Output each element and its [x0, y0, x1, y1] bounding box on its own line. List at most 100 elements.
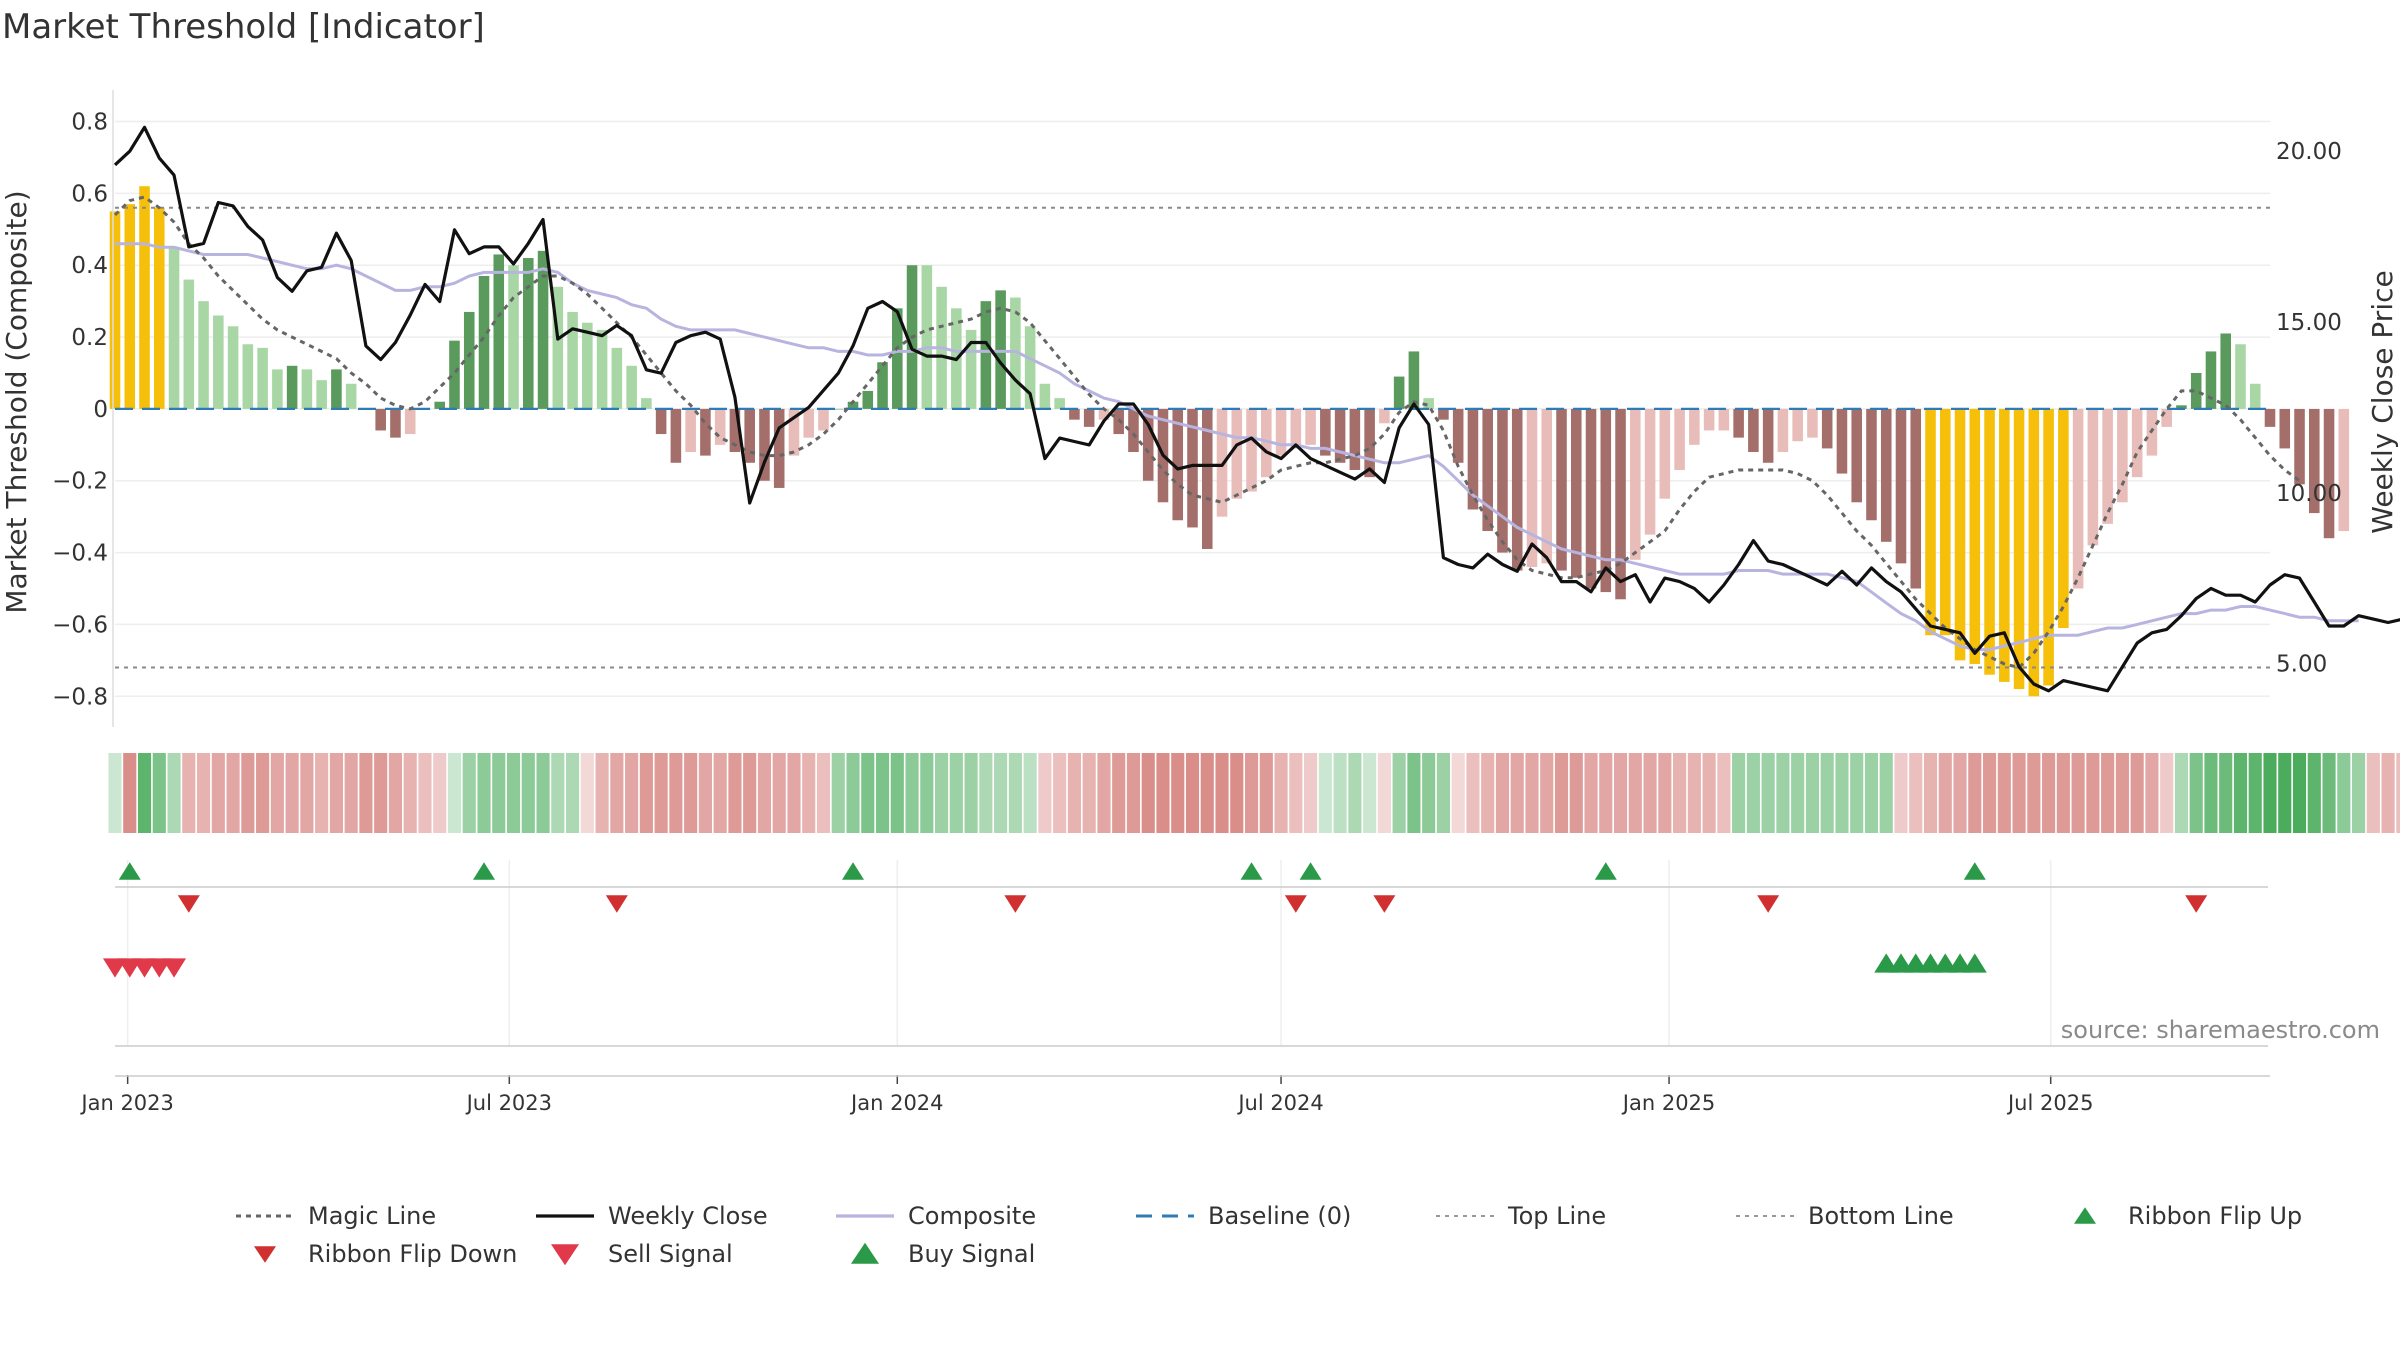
composite-bar	[2309, 408, 2320, 514]
composite-bar	[1349, 408, 1361, 470]
ribbon-cell	[1938, 753, 1952, 833]
composite-bar	[345, 383, 357, 409]
composite-bar	[1482, 408, 1493, 532]
composite-bar	[729, 408, 741, 453]
legend-item: Sell Signal	[551, 1240, 733, 1268]
ribbon-cell	[2145, 753, 2159, 833]
ribbon-cell	[1363, 753, 1377, 833]
composite-bar	[1024, 326, 1036, 409]
composite-bar	[183, 279, 195, 409]
composite-bar	[1379, 408, 1390, 424]
buy-signal-marker	[1962, 953, 1987, 973]
composite-bar	[198, 301, 209, 409]
x-tick-label: Jan 2024	[849, 1091, 944, 1115]
legend-item: Bottom Line	[1736, 1202, 1954, 1230]
composite-bar	[2190, 372, 2202, 409]
ribbon-cell	[433, 753, 447, 833]
ribbon-cell	[1613, 753, 1628, 833]
ribbon-cell	[698, 753, 712, 833]
composite-bar	[1187, 408, 1198, 528]
ribbon-cell	[1584, 753, 1598, 833]
ribbon-cell	[1525, 753, 1539, 833]
y2-tick-label: 20.00	[2276, 139, 2342, 165]
ribbon-cell	[1643, 753, 1657, 833]
ribbon-cell	[1392, 753, 1406, 833]
ribbon-cell	[152, 753, 166, 833]
composite-bar	[892, 308, 903, 409]
ribbon-cell	[300, 753, 314, 833]
ribbon-flip-up-marker	[118, 862, 141, 880]
composite-bar	[921, 265, 933, 409]
composite-bar	[641, 398, 652, 409]
legend-swatch	[551, 1244, 579, 1266]
ribbon-cell	[1850, 753, 1864, 833]
composite-bar	[1083, 408, 1095, 427]
ribbon-cell	[1761, 753, 1775, 833]
composite-bar	[1452, 408, 1464, 463]
ribbon-cell	[344, 753, 358, 833]
composite-bar	[404, 408, 416, 435]
composite-bar	[626, 365, 637, 409]
ribbon-cell	[1997, 753, 2011, 833]
ribbon-flip-up-marker	[1594, 862, 1617, 880]
ribbon-cell	[196, 753, 211, 833]
ribbon-cell	[2292, 753, 2307, 833]
ribbon-cell	[1171, 753, 1185, 833]
composite-bar	[1792, 408, 1803, 442]
ribbon-cell	[1495, 753, 1510, 833]
ribbon-cell	[2366, 753, 2380, 833]
y-tick-label: 0.2	[71, 325, 108, 351]
ribbon-cell	[137, 753, 152, 833]
composite-bar	[1497, 408, 1508, 553]
composite-bar	[2294, 408, 2305, 485]
ribbon-cell	[1333, 753, 1347, 833]
ribbon-cell	[329, 753, 343, 833]
ribbon-cell	[418, 753, 432, 833]
composite-bar	[1777, 408, 1789, 453]
ribbon-cell	[2056, 753, 2070, 833]
ribbon-cell	[1097, 753, 1111, 833]
ribbon-cell	[2174, 753, 2189, 833]
composite-bar	[1969, 408, 1981, 664]
composite-bar	[1054, 398, 1065, 409]
composite-bar	[2161, 408, 2172, 427]
ribbon-cell	[1230, 753, 1244, 833]
legend-label: Bottom Line	[1808, 1202, 1954, 1230]
composite-bar	[744, 408, 755, 463]
legend-label: Weekly Close	[608, 1202, 768, 1230]
ribbon-cell	[1820, 753, 1834, 833]
ribbon-cell	[684, 753, 698, 833]
legend-label: Ribbon Flip Up	[2128, 1202, 2302, 1230]
composite-bar	[818, 408, 829, 431]
ribbon-flip-down-marker	[1373, 895, 1396, 913]
composite-bar	[2323, 408, 2335, 539]
ribbon-cell	[1126, 753, 1141, 833]
ribbon-cell	[1200, 753, 1214, 833]
composite-bar	[286, 365, 298, 409]
composite-bar	[552, 286, 564, 409]
composite-bar	[168, 247, 180, 409]
ribbon-cell	[831, 753, 845, 833]
composite-bar	[1939, 408, 1951, 636]
composite-bar	[700, 408, 711, 456]
composite-bar	[1718, 408, 1730, 431]
ribbon-cell	[772, 753, 786, 833]
composite-bar	[1408, 351, 1420, 409]
composite-bar	[773, 408, 785, 488]
legend-swatch	[2074, 1207, 2096, 1224]
composite-bar	[832, 408, 844, 410]
ribbon-cell	[1953, 753, 1967, 833]
ribbon-cell	[1318, 753, 1332, 833]
ribbon-cell	[1982, 753, 1997, 833]
composite-bar	[537, 250, 549, 409]
composite-bar	[463, 311, 475, 409]
bars-layer	[109, 186, 2350, 697]
composite-bar	[2205, 351, 2217, 409]
y2-tick-label: 5.00	[2276, 652, 2327, 678]
composite-bar	[685, 408, 696, 453]
ribbon-cell	[669, 753, 683, 833]
composite-bar	[847, 401, 859, 409]
ribbon-cell	[846, 753, 860, 833]
ribbon-cell	[241, 753, 255, 833]
ribbon-cell	[1835, 753, 1849, 833]
